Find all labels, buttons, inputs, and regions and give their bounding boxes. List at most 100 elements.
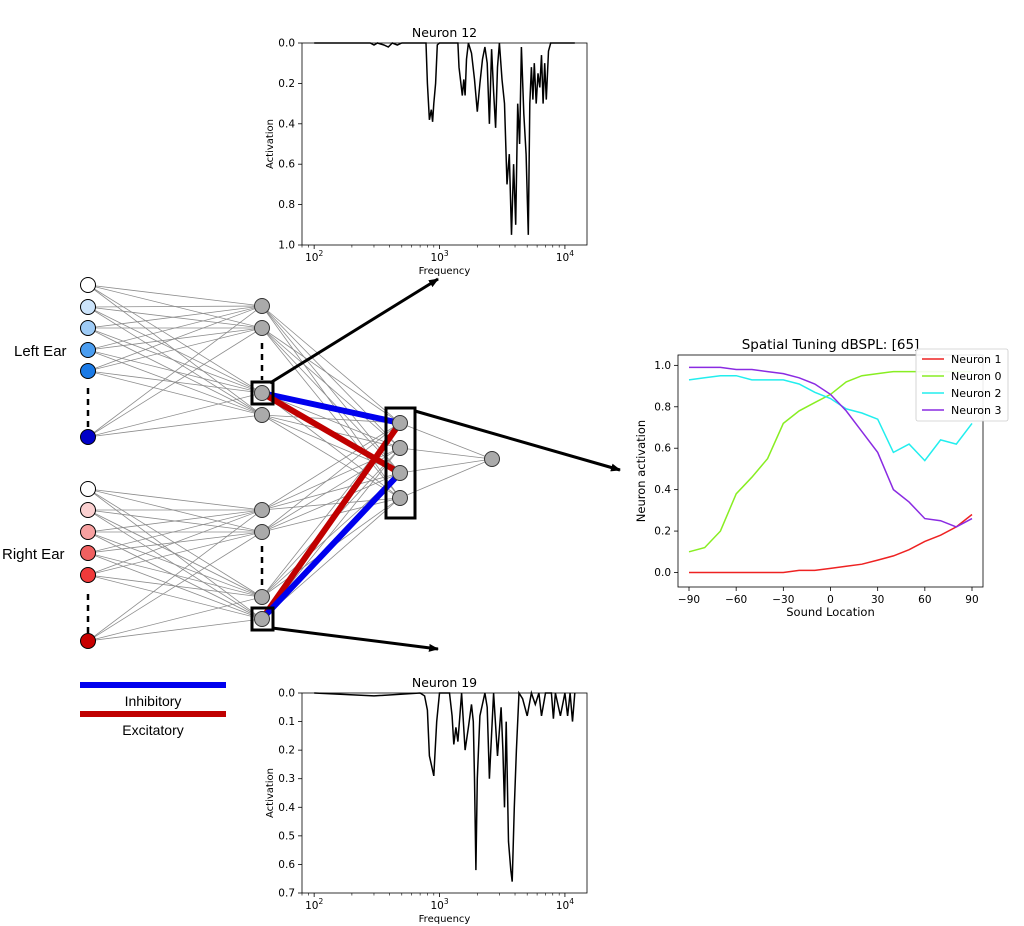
spatial-legend-label: Neuron 1 bbox=[951, 353, 1001, 366]
neuron19-x-tick-label: 104 bbox=[556, 897, 574, 912]
hidden-edge-12 bbox=[261, 392, 401, 499]
spatial-title: Spatial Tuning dBSPL: [65] bbox=[742, 337, 920, 353]
output-layer-node-1 bbox=[392, 415, 408, 431]
hidden-edge-2 bbox=[261, 305, 401, 449]
spatial-x-tick-label: 0 bbox=[827, 594, 834, 606]
neuron12-axes-frame bbox=[301, 42, 588, 246]
left-input-edge-18 bbox=[87, 327, 263, 372]
hidden-edge-23 bbox=[261, 472, 401, 533]
left-input-edge-22 bbox=[87, 327, 263, 438]
right-input-edge-2 bbox=[87, 488, 263, 533]
spatial-x-tick-label: 30 bbox=[871, 594, 884, 606]
spatial-x-tick-label: −30 bbox=[772, 594, 794, 606]
spatial-x-tick-label: −90 bbox=[678, 594, 700, 606]
right-hidden-node-4 bbox=[254, 611, 270, 627]
left-hidden-node-1 bbox=[254, 298, 270, 314]
left-input-edge-20 bbox=[87, 370, 263, 416]
left-input-node-2 bbox=[80, 299, 96, 315]
spatial-legend-label: Neuron 3 bbox=[951, 404, 1001, 417]
excitatory-legend-label: Excitatory bbox=[122, 722, 183, 738]
left-input-edge-17 bbox=[87, 305, 263, 372]
left-input-edge-11 bbox=[87, 327, 263, 394]
right-input-edge-22 bbox=[87, 531, 263, 642]
spatial-x-tick-label: 60 bbox=[918, 594, 931, 606]
right-input-node-6 bbox=[80, 633, 96, 649]
right-input-node-1 bbox=[80, 481, 96, 497]
neuron12-y-tick-label: 0.6 bbox=[278, 159, 295, 171]
neuron19-x-axis-label: Frequency bbox=[419, 914, 471, 925]
charts: 102 103 104 0.0 0.2 0.4 0.6 0.8 1.0 Neuron 12 Freq… bbox=[265, 25, 1009, 925]
neuron19-inhibitory-connection bbox=[259, 470, 403, 622]
left-input-edge-8 bbox=[87, 306, 263, 416]
neuron12-chart: 102 103 104 0.0 0.2 0.4 0.6 0.8 1.0 Neuron 12 Freq… bbox=[265, 25, 588, 277]
inhibitory-legend-label: Inhibitory bbox=[125, 693, 182, 709]
neuron19-y-tick-label: 0.3 bbox=[278, 773, 295, 785]
neuron19-y-tick-label: 0.6 bbox=[278, 859, 295, 871]
neuron19-title: Neuron 19 bbox=[412, 675, 477, 690]
neuron12-activation-line bbox=[314, 42, 575, 235]
spatial-series-neuron-2 bbox=[688, 374, 973, 462]
left-input-edge-13 bbox=[87, 305, 263, 351]
left-input-edge-14 bbox=[87, 327, 263, 351]
left-input-node-5 bbox=[80, 363, 96, 379]
hidden-edge-19 bbox=[261, 472, 401, 511]
spatial-legend-label: Neuron 0 bbox=[951, 370, 1001, 383]
right-input-node-5 bbox=[80, 567, 96, 583]
neuron19-chart: 102 103 104 0.0 0.1 0.2 0.3 0.4 0.5 0.6 0.7 Neuron … bbox=[265, 675, 588, 925]
network-nodes bbox=[80, 277, 500, 649]
hidden-edge-8 bbox=[261, 327, 401, 499]
hidden-edge-7 bbox=[261, 327, 401, 474]
spatial-x-axis-label: Sound Location bbox=[786, 605, 875, 619]
neuron12-title: Neuron 12 bbox=[412, 25, 477, 40]
left-hidden-node-2 bbox=[254, 320, 270, 336]
neuron19-axes-frame bbox=[301, 692, 588, 894]
spatial-x-tick-label: −60 bbox=[725, 594, 747, 606]
hidden-edge-24 bbox=[261, 497, 401, 533]
right-input-edge-1 bbox=[87, 488, 263, 511]
hidden-edge-21 bbox=[261, 422, 401, 533]
neuron12-x-tick-label: 103 bbox=[430, 249, 448, 264]
right-input-node-2 bbox=[80, 502, 96, 518]
neuron19-x-tick-label: 102 bbox=[305, 897, 323, 912]
output-layer-node-4 bbox=[392, 490, 408, 506]
hidden-edge-10 bbox=[261, 392, 401, 449]
left-input-edge-9 bbox=[87, 305, 263, 329]
left-hidden-node-4 bbox=[254, 407, 270, 423]
spatial-legend-label: Neuron 2 bbox=[951, 387, 1001, 400]
spatial-y-tick-label: 1.0 bbox=[654, 360, 671, 372]
left-input-node-6 bbox=[80, 429, 96, 445]
neuron19-y-tick-label: 0.4 bbox=[278, 802, 295, 814]
final-output-node bbox=[484, 451, 500, 467]
neuron12-x-tick-label: 102 bbox=[305, 249, 323, 264]
right-ear-label: Right Ear bbox=[2, 546, 65, 563]
hidden-edge-6 bbox=[261, 327, 401, 449]
right-input-edge-9 bbox=[87, 509, 263, 533]
arrow-to-spatial-plot bbox=[414, 409, 621, 472]
left-input-edge-19 bbox=[87, 370, 263, 394]
highlighted-connections bbox=[259, 390, 403, 622]
neuron19-y-tick-label: 0.2 bbox=[278, 745, 295, 757]
spatial-chart: −90 −60 −30 0 30 60 90 0.0 0.2 0.4 0.6 0.8 1.0 Spatia… bbox=[634, 337, 1009, 619]
output-layer-highlight-box bbox=[384, 406, 417, 520]
left-input-node-3 bbox=[80, 320, 96, 336]
right-input-edge-19 bbox=[87, 574, 263, 598]
spatial-x-tick-label: 90 bbox=[965, 594, 978, 606]
left-hidden-node-3 bbox=[254, 385, 270, 401]
neuron19-y-tick-label: 0.5 bbox=[278, 830, 295, 842]
hidden-edge-20 bbox=[261, 497, 401, 511]
hidden-edge-17 bbox=[261, 422, 401, 511]
left-input-edge-23 bbox=[87, 392, 263, 438]
neuron12-highlight-box bbox=[250, 380, 275, 406]
left-input-edge-5 bbox=[87, 305, 263, 308]
neuron12-x-tick-label: 104 bbox=[556, 249, 574, 264]
spatial-y-tick-label: 0.0 bbox=[654, 567, 671, 579]
hidden-edge-3 bbox=[261, 305, 401, 474]
right-input-edge-11 bbox=[87, 531, 263, 598]
right-input-edge-17 bbox=[87, 509, 263, 576]
hidden-edge-13 bbox=[261, 414, 401, 424]
neuron19-y-axis-label: Activation bbox=[265, 768, 276, 818]
hidden-edge-1 bbox=[261, 305, 401, 424]
hidden-edge-16 bbox=[261, 414, 401, 499]
neuron12-y-tick-label: 0.2 bbox=[278, 78, 295, 90]
